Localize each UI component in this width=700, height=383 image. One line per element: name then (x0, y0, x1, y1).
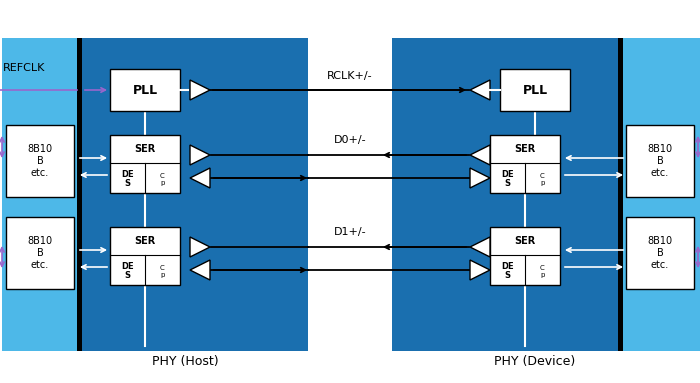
Bar (500, 69, 570, 111)
Text: SER: SER (134, 236, 155, 246)
Polygon shape (470, 237, 490, 257)
Bar (77, 38, 82, 351)
Bar (626, 217, 694, 289)
Bar (618, 38, 623, 351)
Text: PLL: PLL (132, 83, 158, 97)
Bar (80, 38, 308, 351)
Text: C
p: C p (160, 265, 165, 278)
Bar (308, 38, 392, 351)
Text: 8B10
B
etc.: 8B10 B etc. (27, 144, 52, 178)
Text: DE
S: DE S (121, 262, 134, 280)
Polygon shape (470, 145, 490, 165)
Polygon shape (470, 260, 490, 280)
Text: PLL: PLL (522, 83, 547, 97)
Text: 8B10
B
etc.: 8B10 B etc. (27, 236, 52, 270)
Text: C
p: C p (540, 172, 545, 185)
Bar (6, 125, 74, 197)
Bar (110, 69, 180, 111)
Text: C
p: C p (160, 172, 165, 185)
Bar (392, 38, 700, 351)
Polygon shape (190, 80, 210, 100)
Text: RCLK+/-: RCLK+/- (327, 71, 373, 81)
Bar (626, 125, 694, 197)
Polygon shape (190, 260, 210, 280)
Text: C
p: C p (540, 265, 545, 278)
Bar (392, 38, 620, 351)
Polygon shape (190, 145, 210, 165)
Text: DE
S: DE S (501, 262, 514, 280)
Text: SER: SER (514, 144, 536, 154)
Text: DE
S: DE S (501, 170, 514, 188)
Text: D0+/-: D0+/- (334, 135, 366, 145)
Bar (6, 217, 74, 289)
Text: SER: SER (514, 236, 536, 246)
Text: SER: SER (134, 144, 155, 154)
Text: DE
S: DE S (121, 170, 134, 188)
Bar (110, 227, 180, 285)
Text: 8B10
B
etc.: 8B10 B etc. (648, 236, 673, 270)
Text: D1+/-: D1+/- (334, 227, 366, 237)
Bar (2, 38, 308, 351)
Polygon shape (190, 168, 210, 188)
Bar (110, 135, 180, 193)
Polygon shape (470, 80, 490, 100)
Text: PHY (Host): PHY (Host) (152, 355, 218, 368)
Bar (392, 38, 620, 351)
Polygon shape (190, 237, 210, 257)
Bar (490, 135, 560, 193)
Bar (490, 227, 560, 285)
Text: REFCLK: REFCLK (3, 63, 45, 73)
Polygon shape (470, 168, 490, 188)
Text: 8B10
B
etc.: 8B10 B etc. (648, 144, 673, 178)
Text: PHY (Device): PHY (Device) (494, 355, 575, 368)
